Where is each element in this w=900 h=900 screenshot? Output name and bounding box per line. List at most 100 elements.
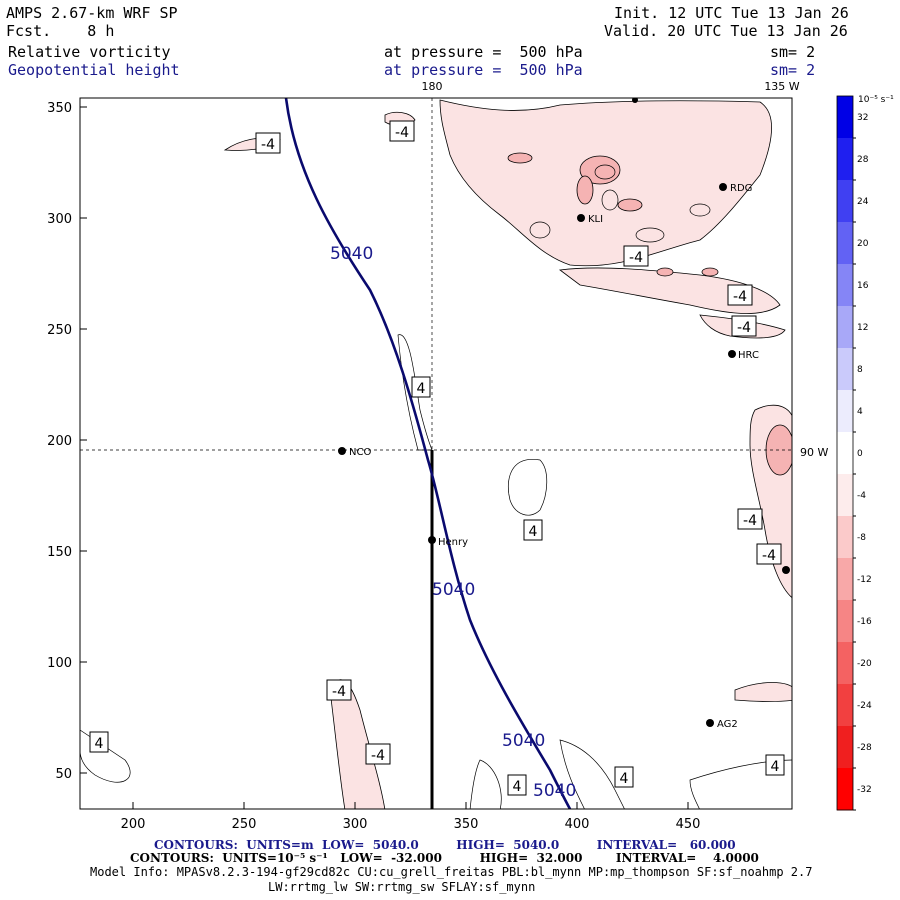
- height-contour-labels: 5040 5040 5040 5040: [330, 244, 576, 801]
- y-axis-labels: 350 300 250 200 150 100 50: [47, 101, 72, 782]
- model-title: AMPS 2.67-km WRF SP: [6, 4, 178, 22]
- y-tick-200: 200: [47, 434, 72, 449]
- colorbar-label: -8: [857, 533, 866, 543]
- colorbar-swatch: [837, 474, 853, 517]
- colorbar-label: -20: [857, 659, 872, 669]
- field2-name: Geopotential height: [8, 61, 180, 79]
- station-dot-kli: [577, 214, 585, 222]
- y-tick-300: 300: [47, 212, 72, 227]
- x-tick-300: 300: [343, 817, 368, 832]
- footer-model-info-2: LW:rrtmg_lw SW:rrtmg_sw SFLAY:sf_mynn: [268, 880, 536, 894]
- vort-label-9: -4: [371, 748, 385, 764]
- x-axis-ticks: [132, 802, 689, 809]
- station-name-hrc: HRC: [738, 350, 759, 361]
- colorbar-label: 20: [857, 239, 869, 249]
- vort-label-8: -4: [332, 684, 346, 700]
- colorbar-swatch: [837, 96, 853, 139]
- footer-vorticity-contours: CONTOURS: UNITS=10⁻⁵ s⁻¹ LOW= -32.000 HI…: [130, 851, 759, 865]
- y-tick-100: 100: [47, 656, 72, 671]
- vort-label-7: -4: [762, 548, 776, 564]
- vort-label-13: 4: [513, 779, 522, 795]
- field2-smoothing: sm= 2: [770, 61, 816, 79]
- x-tick-350: 350: [454, 817, 479, 832]
- colorbar-label: -24: [857, 701, 872, 711]
- colorbar-label: 8: [857, 365, 863, 375]
- x-tick-250: 250: [232, 817, 257, 832]
- plot-frame: [79, 97, 793, 810]
- colorbar-label: -28: [857, 743, 872, 753]
- station-dot-rdg: [719, 183, 727, 191]
- colorbar-label: 16: [857, 281, 869, 291]
- colorbar-swatch: [837, 558, 853, 601]
- vorticity-contours: [80, 164, 792, 809]
- y-tick-150: 150: [47, 545, 72, 560]
- colorbar-swatch: [837, 390, 853, 433]
- height-label-2: 5040: [432, 580, 475, 600]
- colorbar-label: -16: [857, 617, 872, 627]
- field2-level: at pressure = 500 hPa: [384, 61, 583, 79]
- station-markers: [338, 98, 790, 727]
- y-tick-50: 50: [55, 767, 72, 782]
- station-name-henry: Henry: [438, 537, 468, 548]
- station-dot-top: [632, 98, 638, 103]
- x-tick-200: 200: [121, 817, 146, 832]
- colorbar-label: -12: [857, 575, 872, 585]
- colorbar-label: 24: [857, 197, 869, 207]
- colorbar-swatch: [837, 264, 853, 307]
- colorbar-swatch: [837, 684, 853, 727]
- strong-negative-vorticity: [507, 152, 792, 476]
- colorbar-unit: 10⁻⁵ s⁻¹: [858, 95, 894, 105]
- station-name-rdg: RDG: [730, 183, 752, 194]
- station-names: NCO Henry HRC AG2 KLI RDG: [349, 183, 759, 730]
- footer-height-contours: CONTOURS: UNITS=m LOW= 5040.0 HIGH= 5040…: [154, 838, 736, 852]
- colorbar-swatch: [837, 768, 853, 811]
- colorbar-swatch: [837, 516, 853, 559]
- height-contour-5040: [284, 98, 572, 809]
- station-name-ag2: AG2: [717, 719, 738, 730]
- forecast-hour: Fcst. 8 h: [6, 22, 115, 40]
- vort-label-3: -4: [629, 250, 643, 266]
- x-axis-labels: 200 250 300 350 400 450: [121, 817, 701, 832]
- colorbar-swatch: [837, 432, 853, 475]
- vort-label-14: 4: [620, 771, 629, 787]
- height-label-1: 5040: [330, 244, 373, 264]
- lat-90w-label: 90 W: [800, 446, 828, 459]
- station-dot-edge: [782, 566, 790, 574]
- colorbar-swatch: [837, 180, 853, 223]
- colorbar-label: 28: [857, 155, 869, 165]
- y-tick-250: 250: [47, 323, 72, 338]
- vort-label-15: 4: [771, 759, 780, 775]
- station-dot-nco: [338, 447, 346, 455]
- colorbar-swatch: [837, 726, 853, 769]
- vort-label-5: -4: [737, 320, 751, 336]
- x-tick-450: 450: [676, 817, 701, 832]
- colorbar-label: 0: [857, 449, 863, 459]
- vort-label-6: -4: [743, 513, 757, 529]
- colorbar-swatch: [837, 600, 853, 643]
- colorbar-swatch: [837, 348, 853, 391]
- y-axis-ticks: [80, 106, 87, 774]
- vorticity-boxed-labels: -4 -4 -4 -4 -4 -4 -4 -4 -4 4 4 4 4 4 4: [89, 120, 785, 796]
- station-dot-ag2: [706, 719, 714, 727]
- height-label-4: 5040: [533, 781, 576, 801]
- colorbar: 10⁻⁵ s⁻¹ 32 28 24 20 16 12 8 4 0 -4 -8 -12 -16 -20 -24…: [836, 95, 894, 811]
- init-time: Init. 12 UTC Tue 13 Jan 26: [614, 4, 849, 22]
- colorbar-swatches: [837, 96, 853, 811]
- y-tick-350: 350: [47, 101, 72, 116]
- colorbar-labels: 32 28 24 20 16 12 8 4 0 -4 -8 -12 -16 -20 -24 -28 -32: [853, 113, 872, 811]
- colorbar-swatch: [837, 222, 853, 265]
- colorbar-label: 4: [857, 407, 863, 417]
- colorbar-label: -4: [857, 491, 866, 501]
- field1-smoothing: sm= 2: [770, 43, 816, 61]
- lon-180-label: 180: [422, 80, 443, 93]
- lon-135w-label: 135 W: [764, 80, 799, 93]
- colorbar-swatch: [837, 138, 853, 181]
- colorbar-label: 12: [857, 323, 868, 333]
- map-figure: 180 135 W: [47, 80, 894, 832]
- colorbar-label: 32: [857, 113, 868, 123]
- colorbar-swatch: [837, 642, 853, 685]
- valid-time: Valid. 20 UTC Tue 13 Jan 26: [604, 22, 848, 40]
- footer-model-info: Model Info: MPASv8.2.3-194-gf29cd82c CU:…: [90, 865, 813, 879]
- vort-label-2: -4: [395, 125, 409, 141]
- vort-label-11: 4: [417, 381, 426, 397]
